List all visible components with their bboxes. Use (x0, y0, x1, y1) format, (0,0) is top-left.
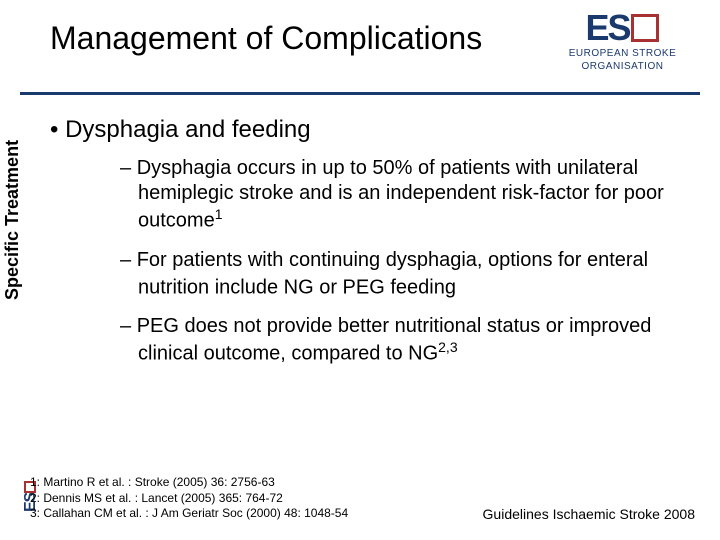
reference-line: 3: Callahan CM et al. : J Am Geriatr Soc… (30, 506, 348, 522)
citation-sup: 1 (215, 206, 223, 222)
sub-bullet: Dysphagia occurs in up to 50% of patient… (120, 156, 700, 234)
logo-subtitle-1: EUROPEAN STROKE (545, 48, 700, 59)
title-underline (20, 92, 700, 95)
references-block: 1: Martino R et al. : Stroke (2005) 36: … (30, 475, 348, 522)
logo-subtitle-2: ORGANISATION (545, 61, 700, 72)
reference-line: 1: Martino R et al. : Stroke (2005) 36: … (30, 475, 348, 491)
content-area: Dysphagia and feeding Dysphagia occurs i… (30, 110, 700, 381)
slide-container: { "title": "Management of Complications"… (0, 0, 720, 540)
eso-logo: ES EUROPEAN STROKE ORGANISATION (545, 10, 700, 72)
reference-line: 2: Dennis MS et al. : Lancet (2005) 365:… (30, 491, 348, 507)
sub-bullet: PEG does not provide better nutritional … (120, 314, 700, 367)
guideline-footer: Guidelines Ischaemic Stroke 2008 (483, 506, 695, 522)
sub-bullet: For patients with continuing dysphagia, … (120, 248, 700, 301)
sidebar-category-label: Specific Treatment (2, 140, 23, 300)
sub-bullet-text: For patients with continuing dysphagia, … (137, 249, 648, 299)
sub-bullet-text: PEG does not provide better nutritional … (137, 315, 652, 365)
logo-letters: ES (545, 10, 700, 46)
logo-square-icon (631, 14, 659, 42)
logo-letters-left: ES (585, 7, 629, 48)
sub-bullet-list: Dysphagia occurs in up to 50% of patient… (120, 156, 700, 367)
main-bullet: Dysphagia and feeding (50, 116, 700, 144)
citation-sup: 2,3 (438, 339, 457, 355)
